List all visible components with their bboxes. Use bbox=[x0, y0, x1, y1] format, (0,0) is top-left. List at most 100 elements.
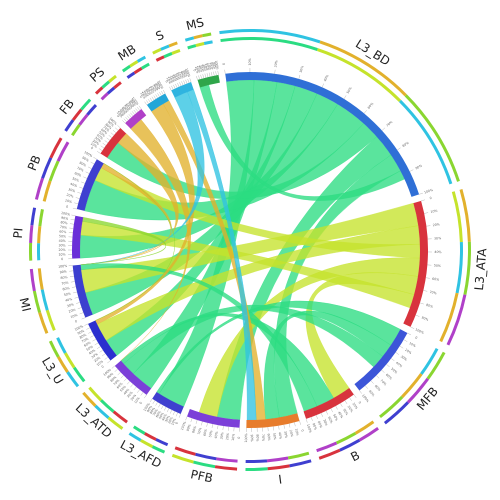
outer-band bbox=[56, 337, 67, 354]
outer-band bbox=[94, 86, 104, 95]
segment-label: S bbox=[154, 28, 166, 44]
segment-label: L3_ATA bbox=[472, 247, 490, 291]
tick-mark bbox=[117, 125, 121, 129]
outer-band bbox=[29, 268, 36, 292]
tick-label: 0 bbox=[165, 80, 169, 84]
tick-label: 10% bbox=[58, 252, 65, 256]
tick-mark bbox=[90, 161, 95, 165]
tick-label: 0 bbox=[90, 146, 94, 150]
tick-label: 10% bbox=[139, 91, 146, 99]
tick-label: 60% bbox=[267, 433, 272, 440]
tick-mark bbox=[144, 101, 147, 106]
outer-band bbox=[420, 347, 439, 375]
outer-band bbox=[245, 467, 268, 472]
chord-links bbox=[79, 79, 421, 421]
tick-label: 90% bbox=[183, 69, 189, 77]
tick-mark bbox=[298, 74, 301, 79]
tick-label: 60% bbox=[205, 63, 210, 71]
tick-label: 60% bbox=[432, 277, 440, 282]
tick-mark bbox=[198, 75, 200, 80]
tick-mark bbox=[395, 352, 400, 355]
tick-mark bbox=[177, 83, 180, 87]
tick-label: 90% bbox=[212, 62, 217, 70]
tick-label: 0 bbox=[74, 319, 77, 323]
tick-mark bbox=[76, 302, 80, 304]
segment-ticks: 0 10% 20%30%40%50%60%70%80%90%100%010%20%3… bbox=[58, 58, 442, 442]
tick-mark bbox=[130, 384, 134, 388]
tick-mark bbox=[149, 398, 153, 403]
tick-label: 100% bbox=[361, 393, 370, 403]
tick-label: 0 bbox=[139, 401, 143, 405]
tick-label: 30% bbox=[94, 136, 102, 143]
outer-band bbox=[401, 373, 423, 398]
outer-band bbox=[214, 465, 238, 471]
tick-label: 80% bbox=[255, 434, 259, 441]
outer-band bbox=[30, 207, 37, 226]
tick-mark bbox=[98, 148, 103, 151]
outer-band bbox=[37, 268, 44, 290]
tick-label: 80% bbox=[149, 407, 156, 415]
tick-label: 0 bbox=[175, 421, 179, 424]
tick-label: 0 bbox=[237, 437, 241, 439]
tick-label: 100% bbox=[83, 150, 93, 158]
tick-label: 20% bbox=[68, 308, 76, 314]
tick-mark bbox=[178, 413, 181, 418]
tick-mark bbox=[343, 95, 347, 99]
tick-mark bbox=[96, 151, 101, 154]
tick-label: 70% bbox=[152, 408, 159, 416]
tick-mark bbox=[370, 380, 374, 384]
tick-label: 20% bbox=[93, 356, 101, 363]
tick-label: 60% bbox=[327, 416, 334, 424]
outer-band bbox=[48, 340, 60, 358]
tick-label: 70% bbox=[76, 166, 84, 173]
tick-mark bbox=[410, 326, 415, 329]
tick-label: 60% bbox=[62, 286, 70, 291]
tick-label: 40% bbox=[278, 432, 283, 440]
outer-band bbox=[37, 243, 41, 261]
segment-label: MFB bbox=[414, 384, 441, 413]
outer-band bbox=[287, 451, 310, 460]
tick-label: 100% bbox=[424, 188, 434, 195]
tick-mark bbox=[163, 89, 166, 94]
segment-arc bbox=[403, 200, 428, 327]
outer-band bbox=[112, 410, 128, 424]
tick-mark bbox=[171, 85, 174, 90]
tick-mark bbox=[294, 422, 296, 427]
outer-band bbox=[335, 431, 357, 445]
outer-band bbox=[398, 99, 453, 185]
segment-label: B bbox=[348, 448, 362, 464]
outer-band bbox=[155, 438, 169, 447]
tick-mark bbox=[189, 78, 192, 83]
tick-mark bbox=[133, 109, 137, 114]
tick-label: 20% bbox=[225, 433, 230, 441]
tick-label: 20% bbox=[168, 75, 175, 83]
tick-mark bbox=[131, 111, 135, 115]
outer-band bbox=[101, 80, 111, 89]
tick-label: 10% bbox=[294, 428, 300, 436]
tick-label: 20% bbox=[66, 193, 74, 199]
tick-mark bbox=[133, 386, 137, 391]
tick-mark bbox=[179, 82, 182, 86]
tick-mark bbox=[104, 140, 108, 144]
tick-mark bbox=[424, 212, 429, 214]
tick-label: 80% bbox=[60, 220, 68, 225]
outer-band bbox=[171, 453, 194, 464]
tick-mark bbox=[149, 97, 153, 102]
tick-mark bbox=[107, 360, 111, 364]
segment-arc bbox=[100, 128, 127, 158]
tick-label: 80% bbox=[180, 70, 186, 78]
outer-band bbox=[266, 456, 289, 463]
tick-mark bbox=[421, 199, 425, 202]
tick-label: 90% bbox=[61, 216, 69, 221]
outer-band bbox=[40, 289, 49, 311]
tick-label: 30% bbox=[91, 352, 99, 359]
tick-label: 100% bbox=[184, 68, 191, 78]
outer-band bbox=[318, 448, 341, 460]
tick-label: 40% bbox=[172, 74, 178, 82]
tick-label: 90% bbox=[368, 389, 376, 397]
tick-label: 40% bbox=[123, 388, 131, 396]
tick-label: 60% bbox=[149, 85, 156, 93]
tick-mark bbox=[283, 424, 285, 429]
outer-band bbox=[86, 104, 98, 116]
tick-mark bbox=[79, 186, 84, 189]
